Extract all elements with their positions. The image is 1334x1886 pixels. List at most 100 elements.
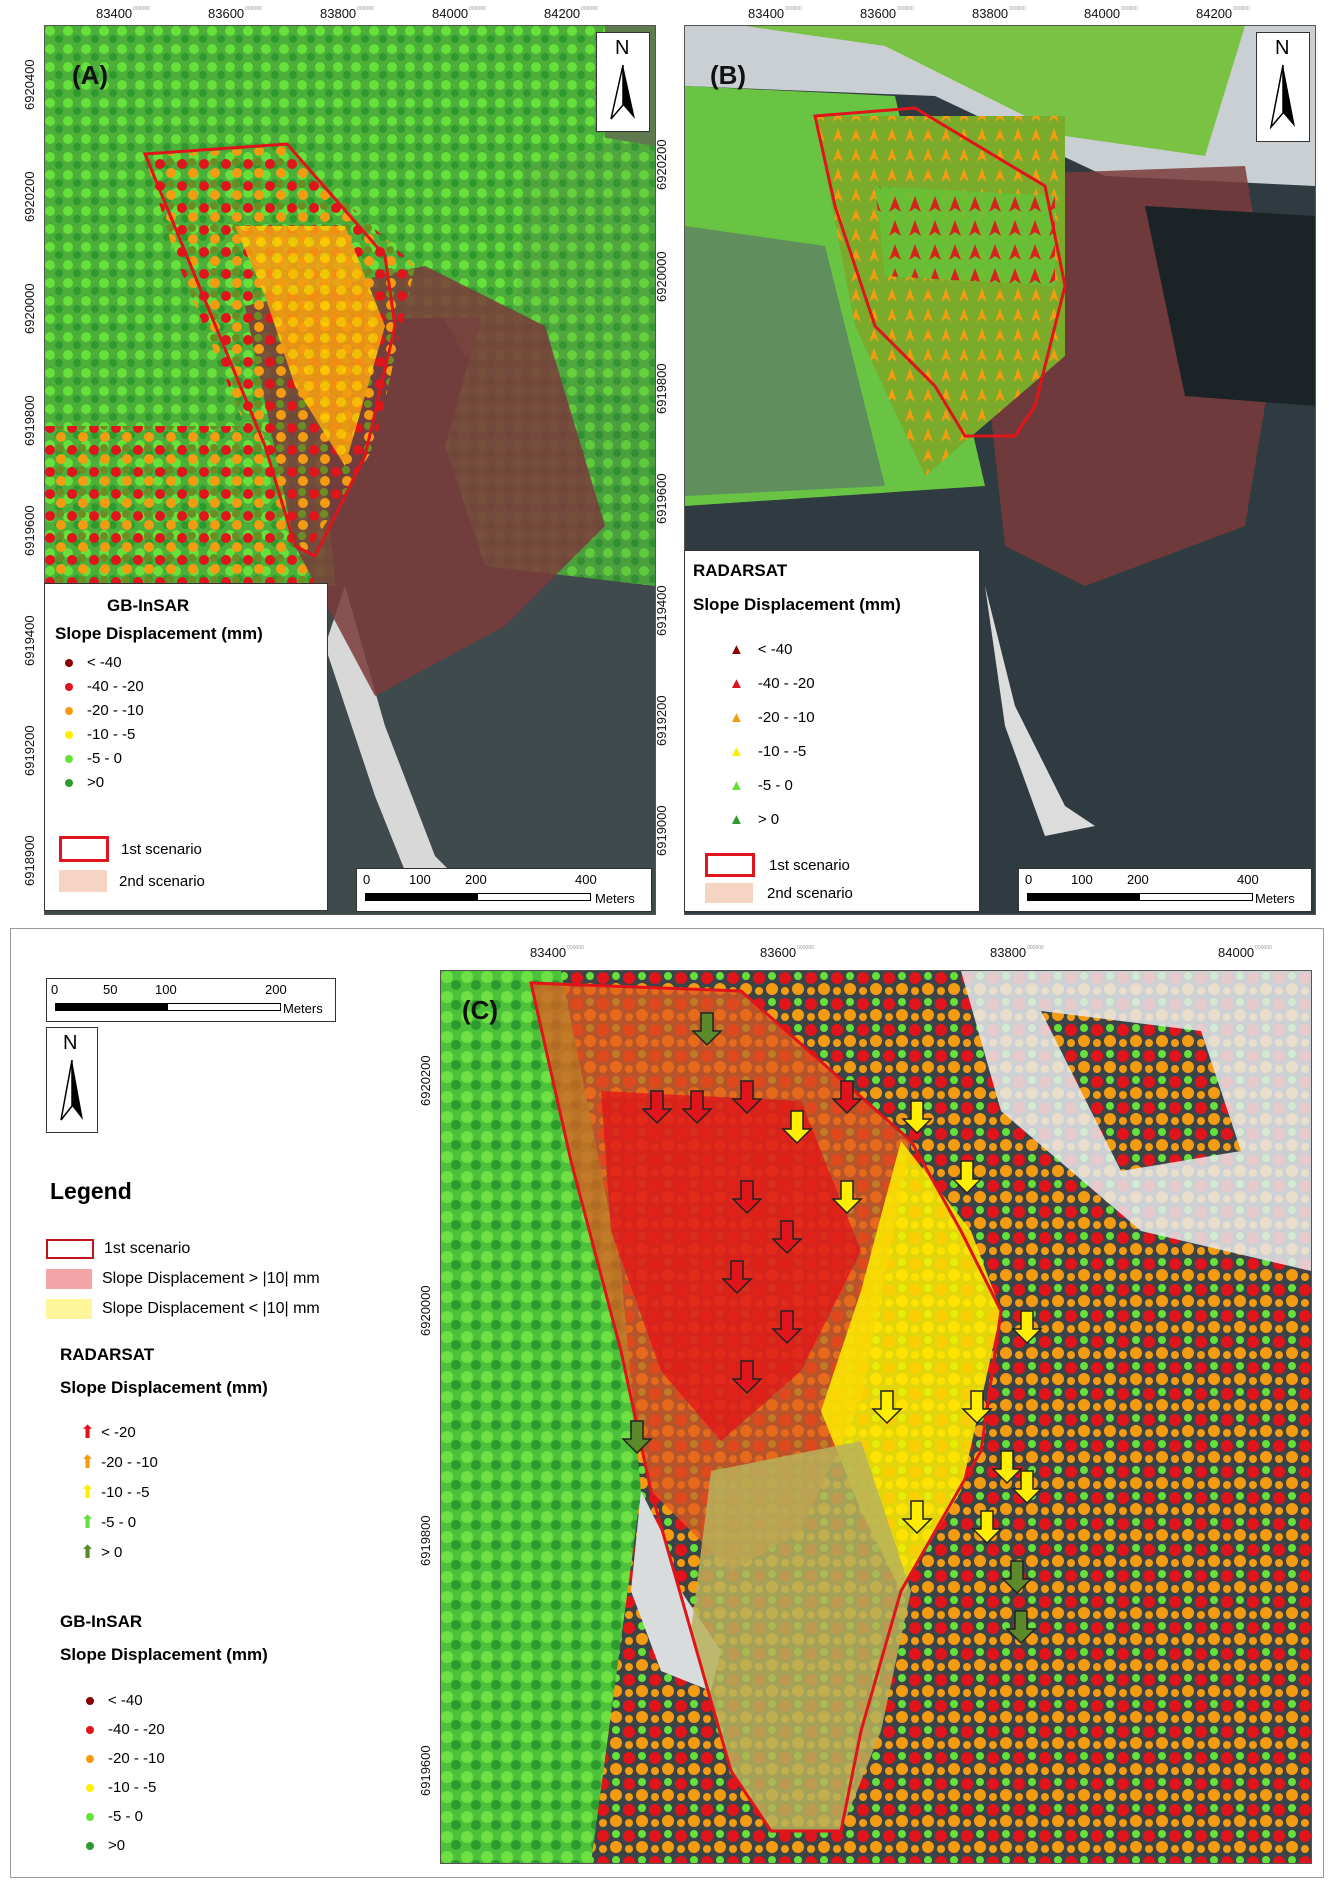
legend-item: -40 - -20: [86, 1721, 165, 1738]
legend-subtitle: Slope Displacement (mm): [693, 595, 901, 614]
x-tick: 83600000000: [860, 6, 914, 21]
x-tick: 83600000000: [208, 6, 262, 21]
legend-item: -10 - -5: [65, 726, 135, 743]
legend-subtitle: Slope Displacement (mm): [55, 624, 263, 643]
scale-bar-c: 0 50 100 200 Meters: [46, 978, 336, 1022]
x-tick: 83800000000: [972, 6, 1026, 21]
map-b-canvas: [685, 26, 1315, 914]
gbinsar-title: GB-InSAR: [60, 1612, 143, 1631]
y-tick: 6920000: [418, 1285, 433, 1336]
legend-disp-gt: Slope Displacement > |10| mm: [46, 1269, 320, 1289]
x-tick: 83400000000: [530, 945, 584, 960]
map-c: [440, 970, 1312, 1864]
x-tick: 83800000000: [320, 6, 374, 21]
north-label: N: [63, 1032, 78, 1054]
y-tick: 6920200: [654, 139, 669, 190]
y-tick: 6919600: [654, 473, 669, 524]
map-a-canvas: [45, 26, 655, 914]
arrow-up-icon: ▲: [729, 709, 744, 726]
arrow-up-icon: ⬆: [80, 1422, 96, 1442]
legend-item: ⬆ > 0: [80, 1542, 123, 1562]
legend-title: GB-InSAR: [107, 596, 190, 615]
x-tick: 84000000000: [432, 6, 486, 21]
radarsat-subtitle: Slope Displacement (mm): [60, 1378, 268, 1397]
legend-item: ▲ -10 - -5: [729, 743, 807, 760]
north-label: N: [615, 37, 630, 59]
y-tick: 6919800: [418, 1515, 433, 1566]
legend-item: -5 - 0: [86, 1808, 143, 1825]
y-tick: 6919000: [654, 805, 669, 856]
y-tick: 6919200: [22, 725, 37, 776]
y-tick: 6919200: [654, 695, 669, 746]
arrow-up-icon: ▲: [729, 641, 744, 658]
y-tick: 6919800: [654, 363, 669, 414]
x-tick: 83600000000: [760, 945, 814, 960]
arrow-up-icon: ▲: [729, 743, 744, 760]
north-arrow: N: [46, 1027, 98, 1133]
legend-scenario1: 1st scenario: [705, 853, 850, 877]
y-tick: 6919600: [418, 1745, 433, 1796]
y-tick: 6919400: [22, 615, 37, 666]
radarsat-title: RADARSAT: [60, 1345, 155, 1364]
x-tick: 84000000000: [1218, 945, 1272, 960]
north-arrow-icon: [60, 1059, 83, 1121]
legend-item: ⬆ -10 - -5: [80, 1482, 150, 1502]
legend-scenario1: 1st scenario: [46, 1239, 190, 1259]
panel-label: (C): [462, 995, 499, 1025]
north-arrow: N: [596, 32, 650, 132]
north-arrow-icon: [610, 64, 635, 120]
scale-bar-a: 0 100 200 400 Meters: [356, 868, 652, 912]
y-tick: 6920000: [22, 283, 37, 334]
scale-bar-b: 0 100 200 400 Meters: [1018, 868, 1312, 912]
gbinsar-subtitle: Slope Displacement (mm): [60, 1645, 268, 1664]
legend-item: ▲ -20 - -10: [729, 709, 815, 726]
map-c-canvas: [441, 971, 1311, 1863]
legend-scenario1: 1st scenario: [59, 836, 202, 862]
y-tick: 6920200: [418, 1055, 433, 1106]
y-tick: 6920200: [22, 171, 37, 222]
map-b: [684, 25, 1316, 915]
arrow-up-icon: ⬆: [80, 1482, 96, 1502]
legend-item: ▲ > 0: [729, 811, 780, 828]
legend-title: RADARSAT: [693, 561, 788, 580]
arrow-up-icon: ▲: [729, 675, 744, 692]
x-tick: 83400000000: [748, 6, 802, 21]
y-tick: 6918900: [22, 835, 37, 886]
legend-item: ▲ -5 - 0: [729, 777, 793, 794]
y-tick: 6919400: [654, 585, 669, 636]
legend-b: RADARSAT Slope Displacement (mm) ▲ < -40 …: [684, 550, 980, 912]
x-tick: 83800000000: [990, 945, 1044, 960]
y-tick: 6919600: [22, 505, 37, 556]
legend-item: -20 - -10: [86, 1750, 165, 1767]
arrow-up-icon: ▲: [729, 777, 744, 794]
x-tick: 83400000000: [96, 6, 150, 21]
legend-item: ⬆ < -20: [80, 1422, 136, 1442]
arrow-up-icon: ⬆: [80, 1452, 96, 1472]
y-tick: 6920000: [654, 251, 669, 302]
arrow-up-icon: ⬆: [80, 1512, 96, 1532]
y-tick: 6919800: [22, 395, 37, 446]
legend-item: ⬆ -20 - -10: [80, 1452, 158, 1472]
map-a: [44, 25, 656, 915]
legend-disp-lt: Slope Displacement < |10| mm: [46, 1299, 320, 1319]
legend-a: GB-InSAR Slope Displacement (mm) < -40 -…: [44, 583, 328, 911]
x-tick: 84200000000: [1196, 6, 1250, 21]
arrow-up-icon: ▲: [729, 811, 744, 828]
panel-label: (A): [72, 60, 109, 90]
x-tick: 84000000000: [1084, 6, 1138, 21]
x-tick: 84200000000: [544, 6, 598, 21]
legend-item: -5 - 0: [65, 750, 122, 767]
panel-label: (B): [710, 60, 747, 90]
north-label: N: [1275, 37, 1290, 59]
legend-item: ⬆ -5 - 0: [80, 1512, 137, 1532]
north-arrow: N: [1256, 32, 1310, 142]
legend-item: ▲ < -40: [729, 641, 793, 658]
legend-scenario2: 2nd scenario: [705, 883, 853, 903]
panel-c: [10, 928, 1324, 1878]
legend-item: -40 - -20: [65, 678, 144, 695]
legend-item: >0: [86, 1837, 125, 1854]
legend-title: Legend: [50, 1178, 132, 1204]
arrow-up-icon: ⬆: [80, 1542, 96, 1562]
legend-item: -10 - -5: [86, 1779, 156, 1796]
legend-item: < -40: [65, 654, 122, 671]
